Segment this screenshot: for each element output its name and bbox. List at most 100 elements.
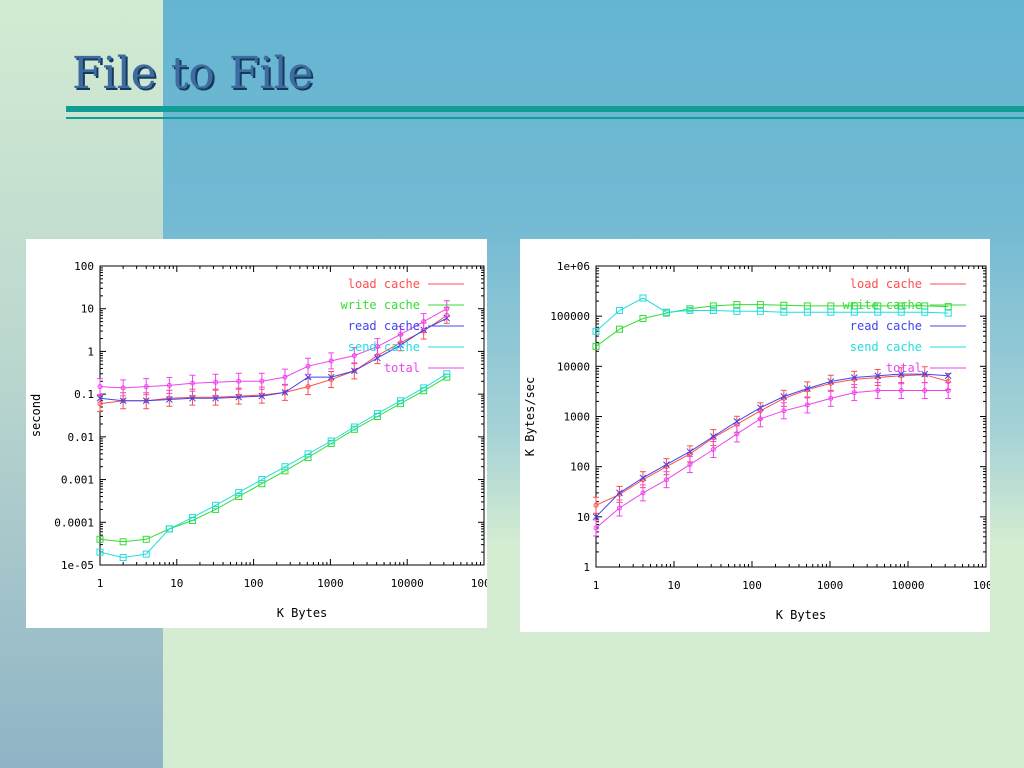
time-point	[258, 480, 266, 488]
time-y-tick-label: 1e-05	[61, 559, 94, 572]
time-point	[373, 410, 381, 418]
throughput-point	[756, 307, 764, 315]
time-point	[236, 378, 242, 384]
time-point	[282, 374, 288, 380]
time-point	[351, 368, 357, 374]
throughput-point	[780, 308, 788, 316]
time-point	[213, 379, 219, 385]
time-point	[120, 385, 126, 391]
throughput-point	[850, 374, 858, 381]
throughput-point	[663, 461, 670, 468]
throughput-point	[875, 387, 881, 393]
throughput-point	[615, 325, 623, 333]
time-legend-label: send cache	[348, 340, 420, 354]
throughput-point	[756, 301, 764, 309]
time-legend-label: write cache	[341, 298, 420, 312]
time-point	[258, 392, 266, 400]
throughput-point	[827, 308, 835, 316]
throughput-x-tick-label: 1000	[973, 579, 990, 592]
time-chart-svg: 1e-05 0.0001 0.001 0.01 0.1 1 10 100 1 10 100 1000 1…	[29, 260, 487, 620]
throughput-x-tick-label: 10	[667, 579, 680, 592]
throughput-point	[780, 301, 788, 309]
time-series-line	[99, 373, 448, 559]
throughput-point	[662, 308, 670, 316]
time-point	[212, 501, 220, 509]
time-point	[189, 380, 195, 386]
time-x-tick-label: 1	[97, 577, 104, 590]
time-point	[235, 393, 243, 401]
throughput-point	[593, 502, 599, 508]
time-point	[212, 505, 220, 513]
time-point	[165, 525, 173, 533]
throughput-point	[639, 294, 647, 302]
throughput-y-tick-label: 1000	[564, 411, 591, 424]
throughput-point	[592, 342, 600, 350]
time-point	[166, 382, 172, 388]
time-point	[420, 384, 428, 392]
time-point	[166, 395, 172, 401]
time-point	[281, 463, 289, 471]
time-point	[350, 367, 358, 375]
throughput-x-tick-label: 10000	[891, 579, 924, 592]
time-x-axis-label: K Bytes	[277, 606, 328, 620]
throughput-point	[686, 306, 694, 314]
throughput-point	[851, 390, 857, 396]
time-y-tick-label: 0.01	[68, 431, 95, 444]
time-point	[235, 488, 243, 496]
throughput-series-line	[595, 374, 949, 506]
throughput-point	[686, 448, 694, 455]
title-rule-thick	[66, 106, 1024, 112]
throughput-point	[921, 308, 929, 316]
title-rule-thin	[66, 117, 1024, 119]
throughput-chart-svg: 1 10 100 1000 10000 100000 1e+06 1 10 100 1000 1000…	[523, 260, 990, 622]
time-series-line	[99, 317, 448, 402]
time-point	[304, 450, 312, 458]
time-x-tick-label: 1000	[317, 577, 344, 590]
throughput-y-tick-label: 100	[570, 461, 590, 474]
throughput-point	[944, 372, 952, 380]
time-point	[304, 373, 312, 381]
throughput-point	[897, 370, 905, 378]
throughput-y-axis-label: K Bytes/sec	[523, 377, 537, 456]
time-point	[374, 354, 381, 362]
time-point	[259, 392, 265, 398]
throughput-x-tick-label: 1000	[817, 579, 844, 592]
time-point	[327, 437, 335, 445]
time-chart: 1e-05 0.0001 0.001 0.01 0.1 1 10 100 1 10 100 1000 1…	[26, 239, 487, 628]
time-point	[119, 538, 127, 546]
throughput-point	[687, 462, 693, 468]
throughput-point	[734, 431, 740, 437]
time-series-line	[99, 376, 448, 543]
time-point	[166, 396, 173, 403]
time-point	[96, 535, 104, 543]
time-point	[258, 476, 266, 484]
throughput-point	[640, 490, 646, 496]
time-point	[97, 401, 103, 407]
throughput-y-tick-label: 10	[577, 511, 590, 524]
time-point	[189, 394, 196, 402]
throughput-point	[733, 418, 741, 425]
time-point	[259, 378, 265, 384]
time-y-tick-label: 1	[87, 345, 94, 358]
throughput-point	[709, 302, 717, 310]
throughput-point	[827, 378, 835, 385]
time-point	[96, 548, 104, 556]
throughput-point	[616, 489, 623, 497]
throughput-y-tick-label: 1	[583, 561, 590, 574]
throughput-point	[780, 393, 788, 400]
throughput-point	[733, 307, 741, 315]
throughput-point	[944, 309, 952, 317]
throughput-point	[922, 387, 928, 393]
time-y-tick-label: 0.1	[74, 388, 94, 401]
throughput-point	[804, 402, 810, 408]
time-point	[212, 394, 219, 402]
time-point	[119, 553, 127, 561]
time-series-line	[99, 308, 448, 389]
throughput-legend-label: read cache	[850, 319, 922, 333]
throughput-point	[663, 477, 669, 483]
throughput-series-line	[595, 373, 949, 518]
time-y-tick-label: 100	[74, 260, 94, 273]
time-x-tick-label: 1000	[471, 577, 487, 590]
throughput-point	[944, 303, 952, 311]
throughput-point	[828, 395, 834, 401]
